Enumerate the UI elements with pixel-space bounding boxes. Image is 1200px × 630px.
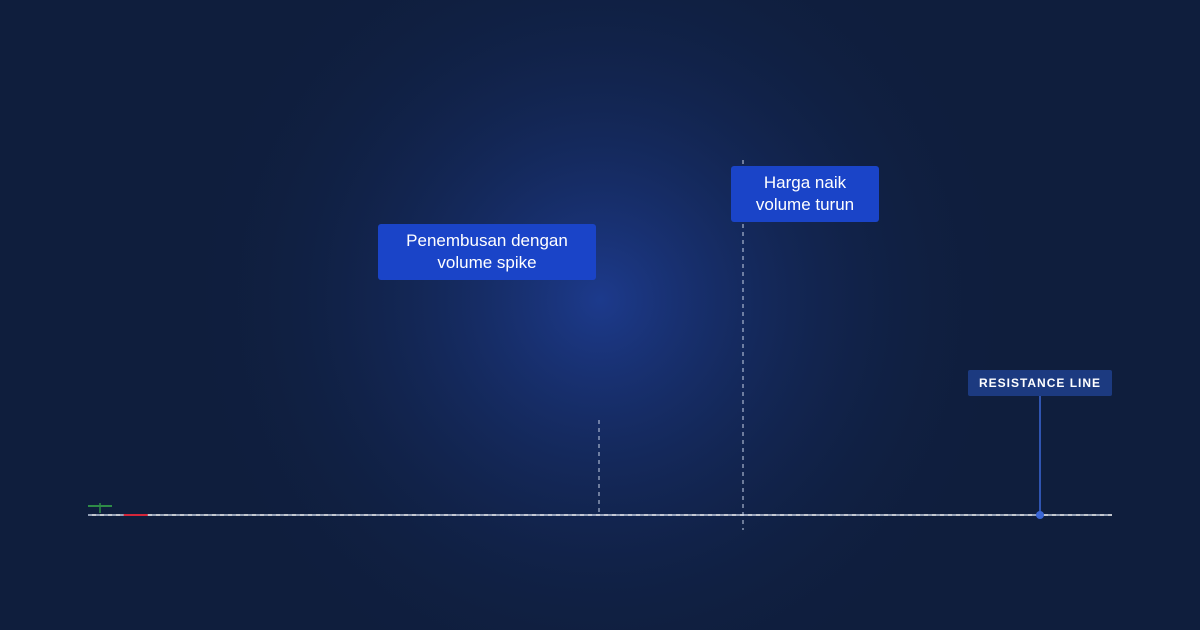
resistance-marker — [1036, 511, 1044, 519]
divergence-callout: Harga naik volume turun — [731, 166, 879, 222]
candle-body — [88, 505, 112, 507]
candle-body — [123, 514, 148, 516]
candles — [88, 503, 148, 516]
breakout-callout: Penembusan dengan volume spike — [378, 224, 596, 280]
resistance-line-label: RESISTANCE LINE — [968, 370, 1112, 396]
